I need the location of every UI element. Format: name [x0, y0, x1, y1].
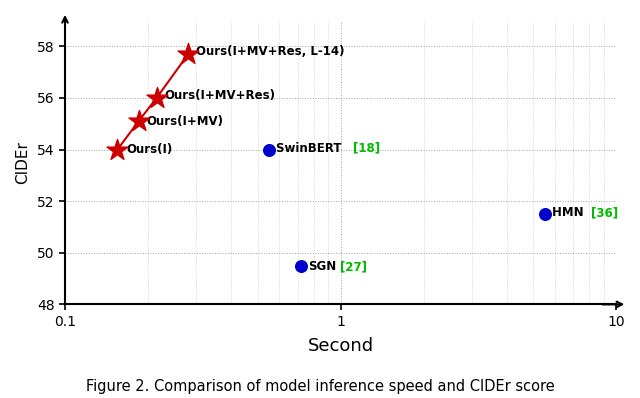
- Text: Ours(I+MV+Res): Ours(I+MV+Res): [164, 89, 276, 102]
- Y-axis label: CIDEr: CIDEr: [15, 141, 30, 184]
- Point: [134, 118, 144, 124]
- Text: [18]: [18]: [353, 142, 381, 155]
- Point: [152, 95, 162, 101]
- Point: [264, 146, 274, 153]
- Text: SwinBERT: SwinBERT: [276, 142, 346, 155]
- Point: [183, 51, 193, 57]
- Text: HMN: HMN: [552, 206, 588, 219]
- Point: [113, 146, 123, 153]
- X-axis label: Second: Second: [308, 337, 374, 355]
- Text: [36]: [36]: [591, 206, 618, 219]
- Text: [27]: [27]: [340, 260, 367, 273]
- Point: [540, 211, 550, 217]
- Text: Ours(I+MV+Res, L-14): Ours(I+MV+Res, L-14): [196, 45, 345, 58]
- Text: Figure 2. Comparison of model inference speed and CIDEr score: Figure 2. Comparison of model inference …: [86, 379, 554, 394]
- Text: SGN: SGN: [308, 260, 337, 273]
- Point: [296, 263, 307, 269]
- Text: Ours(I+MV): Ours(I+MV): [147, 115, 224, 128]
- Text: Ours(I): Ours(I): [127, 143, 173, 156]
